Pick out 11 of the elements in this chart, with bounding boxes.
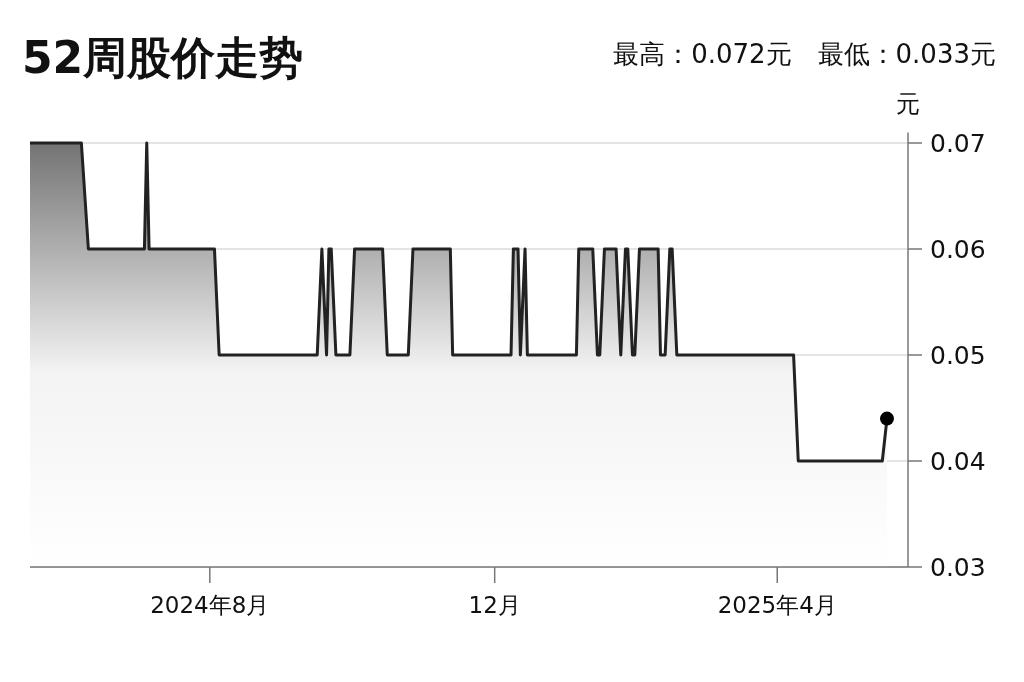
- chart-subtitle: 最高：0.072元 最低：0.033元: [613, 39, 996, 69]
- y-tick-label: 0.05: [930, 341, 986, 370]
- chart-title: 52周股价走势: [22, 32, 304, 83]
- x-tick-label: 2024年8月: [150, 592, 270, 618]
- x-tick-label: 2025年4月: [717, 592, 837, 618]
- y-tick-label: 0.04: [930, 447, 986, 476]
- y-tick-label: 0.03: [930, 553, 986, 582]
- y-tick-label: 0.06: [930, 235, 986, 264]
- y-axis-title: 元: [896, 90, 920, 119]
- x-tick-label: 12月: [468, 592, 521, 618]
- y-tick-label: 0.07: [930, 129, 986, 158]
